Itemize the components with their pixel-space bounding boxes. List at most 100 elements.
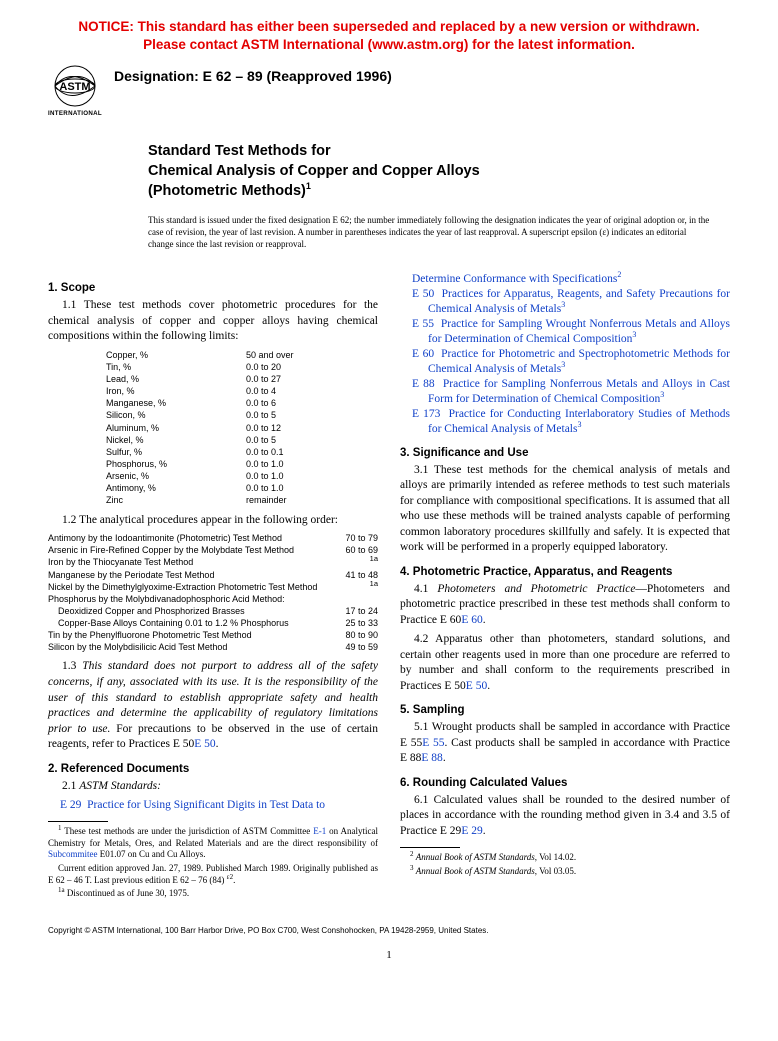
astm-logo: ASTM INTERNATIONAL (48, 64, 102, 118)
element-range: 0.0 to 0.1 (246, 446, 284, 458)
ref-link[interactable]: E 60 (461, 614, 482, 626)
element-name: Tin, % (106, 361, 246, 373)
table-row: Phosphorus by the Molybdivanadophosphori… (48, 593, 378, 605)
element-name: Arsenic, % (106, 470, 246, 482)
element-name: Phosphorus, % (106, 458, 246, 470)
procedure-sections: 80 to 90 (328, 629, 378, 641)
table-row: Zincremainder (106, 494, 378, 506)
element-name: Sulfur, % (106, 446, 246, 458)
table-row: Nickel, %0.0 to 5 (106, 434, 378, 446)
two-column-body: 1. Scope 1.1 These test methods cover ph… (48, 272, 730, 902)
element-range: 0.0 to 12 (246, 422, 281, 434)
footnotes-right: 2 Annual Book of ASTM Standards, Vol 14.… (400, 852, 730, 877)
table-row: Antimony by the Iodoantimonite (Photomet… (48, 532, 378, 544)
procedure-sections: 1a (328, 581, 378, 593)
reference-item[interactable]: E 173 Practice for Conducting Interlabor… (400, 407, 730, 437)
element-name: Copper, % (106, 349, 246, 361)
left-column: 1. Scope 1.1 These test methods cover ph… (48, 272, 378, 902)
para: 2.1 ASTM Standards: (48, 779, 378, 795)
references-list-cont: Determine Conformance with Specification… (400, 272, 730, 436)
ref-link[interactable]: E 88 (421, 752, 442, 764)
section-heading: 1. Scope (48, 282, 378, 294)
reference-item[interactable]: E 55 Practice for Sampling Wrought Nonfe… (400, 317, 730, 347)
section-heading: 6. Rounding Calculated Values (400, 777, 730, 789)
footnote-rule (48, 821, 108, 822)
procedure-sections: 70 to 79 (328, 532, 378, 544)
procedure-name: Nickel by the Dimethylglyoxime-Extractio… (48, 581, 328, 593)
table-row: Tin by the Phenylfluorone Photometric Te… (48, 629, 378, 641)
element-name: Nickel, % (106, 434, 246, 446)
table-row: Arsenic, %0.0 to 1.0 (106, 470, 378, 482)
title-line2: Chemical Analysis of Copper and Copper A… (148, 163, 480, 179)
table-row: Iron, %0.0 to 4 (106, 385, 378, 397)
right-column: Determine Conformance with Specification… (400, 272, 730, 902)
svg-text:INTERNATIONAL: INTERNATIONAL (48, 110, 102, 117)
para: 6.1 Calculated values shall be rounded t… (400, 793, 730, 840)
reference-item[interactable]: E 29 Practice for Using Significant Digi… (48, 798, 378, 813)
ref-link[interactable]: Subcommitee (48, 849, 98, 859)
notice-line1: NOTICE: This standard has either been su… (78, 19, 699, 34)
document-title: Standard Test Methods for Chemical Analy… (148, 142, 730, 201)
table-row: Silicon by the Molybdisilicic Acid Test … (48, 641, 378, 653)
footnote-rule (400, 847, 460, 848)
procedure-name: Arsenic in Fire-Refined Copper by the Mo… (48, 544, 328, 556)
table-row: Deoxidized Copper and Phosphorized Brass… (48, 605, 378, 617)
footnotes-left: 1 These test methods are under the juris… (48, 826, 378, 900)
procedures-table: Antimony by the Iodoantimonite (Photomet… (48, 532, 378, 653)
para: 1.3 This standard does not purport to ad… (48, 659, 378, 752)
references-list: E 29 Practice for Using Significant Digi… (48, 798, 378, 813)
ref-link[interactable]: E 50 (194, 738, 215, 750)
table-row: Manganese by the Periodate Test Method41… (48, 569, 378, 581)
reference-item[interactable]: Determine Conformance with Specification… (400, 272, 730, 287)
procedure-name: Copper-Base Alloys Containing 0.01 to 1.… (48, 617, 328, 629)
table-row: Copper, %50 and over (106, 349, 378, 361)
reference-item[interactable]: E 60 Practice for Photometric and Spectr… (400, 347, 730, 377)
section-heading: 4. Photometric Practice, Apparatus, and … (400, 566, 730, 578)
procedure-sections: 49 to 59 (328, 641, 378, 653)
ref-link[interactable]: E 29 (461, 825, 482, 837)
notice-banner: NOTICE: This standard has either been su… (48, 18, 730, 54)
reference-item[interactable]: E 88 Practice for Sampling Nonferrous Me… (400, 377, 730, 407)
table-row: Silicon, %0.0 to 5 (106, 409, 378, 421)
section-heading: 5. Sampling (400, 704, 730, 716)
para: 4.2 Apparatus other than photometers, st… (400, 632, 730, 694)
element-range: 0.0 to 27 (246, 373, 281, 385)
element-name: Zinc (106, 494, 246, 506)
element-range: 0.0 to 5 (246, 434, 276, 446)
title-line3: (Photometric Methods) (148, 183, 306, 199)
table-row: Copper-Base Alloys Containing 0.01 to 1.… (48, 617, 378, 629)
table-row: Manganese, %0.0 to 6 (106, 397, 378, 409)
element-range: 0.0 to 1.0 (246, 458, 284, 470)
ref-link[interactable]: E-1 (313, 826, 326, 836)
element-range: 0.0 to 4 (246, 385, 276, 397)
ref-link[interactable]: E 55 (422, 737, 444, 749)
table-row: Nickel by the Dimethylglyoxime-Extractio… (48, 581, 378, 593)
element-name: Iron, % (106, 385, 246, 397)
svg-text:ASTM: ASTM (59, 81, 90, 93)
reference-item[interactable]: E 50 Practices for Apparatus, Reagents, … (400, 287, 730, 317)
table-row: Tin, %0.0 to 20 (106, 361, 378, 373)
header-row: ASTM INTERNATIONAL Designation: E 62 – 8… (48, 64, 730, 118)
element-name: Silicon, % (106, 409, 246, 421)
para: 5.1 Wrought products shall be sampled in… (400, 720, 730, 767)
procedure-name: Phosphorus by the Molybdivanadophosphori… (48, 593, 328, 605)
table-row: Iron by the Thiocyanate Test Method1a (48, 556, 378, 568)
page: NOTICE: This standard has either been su… (0, 0, 778, 991)
table-row: Arsenic in Fire-Refined Copper by the Mo… (48, 544, 378, 556)
title-footnote-ref: 1 (306, 181, 311, 191)
copyright-line: Copyright © ASTM International, 100 Barr… (48, 926, 730, 935)
title-line1: Standard Test Methods for (148, 143, 331, 159)
designation: Designation: E 62 – 89 (Reapproved 1996) (114, 64, 392, 84)
procedure-name: Iron by the Thiocyanate Test Method (48, 556, 328, 568)
table-row: Lead, %0.0 to 27 (106, 373, 378, 385)
para: 4.1 Photometers and Photometric Practice… (400, 582, 730, 629)
element-range: 0.0 to 20 (246, 361, 281, 373)
para: 1.2 The analytical procedures appear in … (48, 513, 378, 529)
element-name: Aluminum, % (106, 422, 246, 434)
ref-link[interactable]: E 50 (466, 680, 487, 692)
procedure-name: Antimony by the Iodoantimonite (Photomet… (48, 532, 328, 544)
table-row: Sulfur, %0.0 to 0.1 (106, 446, 378, 458)
para: 3.1 These test methods for the chemical … (400, 463, 730, 556)
procedure-name: Tin by the Phenylfluorone Photometric Te… (48, 629, 328, 641)
element-range: 0.0 to 1.0 (246, 482, 284, 494)
